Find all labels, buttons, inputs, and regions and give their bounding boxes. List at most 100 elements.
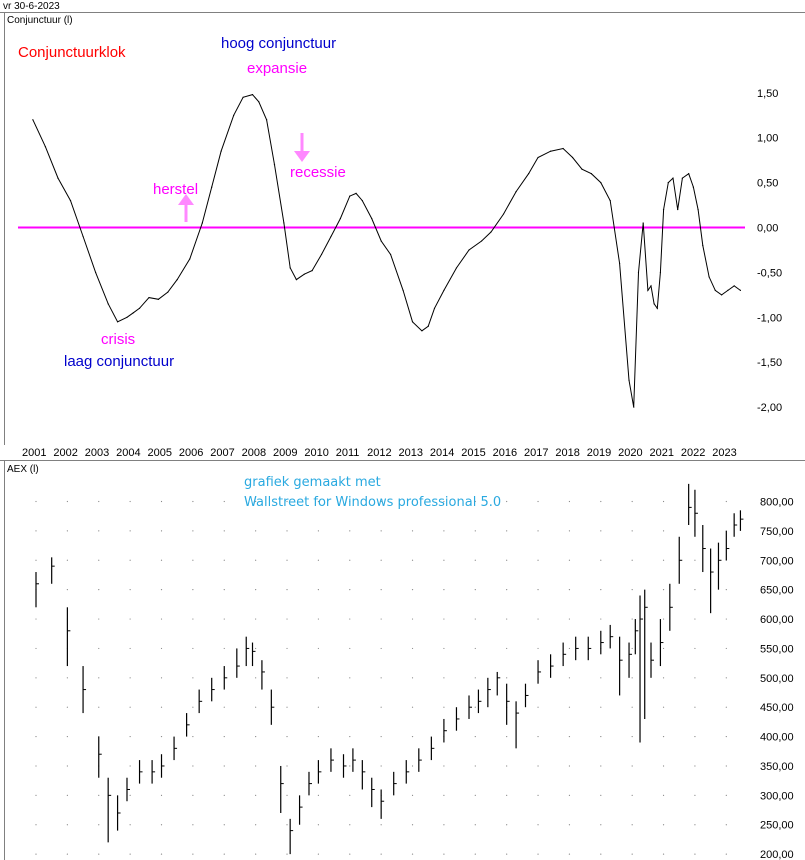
recessie-label: recessie	[290, 164, 346, 181]
grid-dot	[192, 824, 194, 826]
grid-dot	[662, 530, 665, 532]
grid-dot	[600, 706, 602, 708]
grid-dot	[349, 794, 351, 796]
y-tick-label: 450,00	[760, 702, 794, 714]
grid-dot	[160, 706, 163, 708]
grid-dot	[98, 500, 100, 503]
grid-dot	[349, 589, 351, 591]
grid-dot	[662, 765, 665, 767]
grid-dot	[725, 618, 727, 620]
grid-dot	[286, 559, 288, 561]
conjunctuur-point	[266, 119, 268, 121]
grid-dot	[317, 853, 319, 855]
grid-dot	[192, 765, 194, 767]
grid-dot	[631, 677, 633, 679]
grid-dot	[160, 735, 163, 738]
grid-dot	[192, 677, 194, 679]
grid-dot	[631, 824, 633, 826]
grid-dot	[317, 647, 319, 650]
grid-dot	[317, 824, 319, 826]
grid-dot	[160, 618, 163, 620]
grid-dot	[98, 559, 100, 561]
conjunctuur-point	[571, 156, 574, 159]
grid-dot	[600, 500, 602, 503]
grid-dot	[255, 559, 257, 561]
conjunctuur-series-points	[32, 94, 742, 408]
grid-dot	[443, 706, 445, 708]
grid-dot	[349, 824, 351, 826]
grid-dot	[317, 500, 319, 503]
grid-dot	[35, 618, 37, 620]
grid-dot	[66, 853, 68, 855]
grid-dot	[631, 765, 633, 767]
aex-panel-title: AEX (l)	[7, 464, 39, 475]
grid-dot	[537, 824, 539, 826]
grid-dot	[725, 706, 727, 708]
grid-dot	[160, 677, 163, 679]
grid-dot	[35, 677, 37, 679]
grid-dot	[286, 824, 288, 826]
conjunctuur-point	[242, 96, 244, 98]
grid-dot	[662, 559, 665, 561]
grid-dot	[694, 735, 696, 738]
grid-dot	[223, 765, 225, 767]
grid-dot	[411, 824, 414, 826]
y-tick-label: 750,00	[760, 526, 794, 538]
x-tick-label: 2007	[210, 447, 234, 459]
conjunctuur-point	[619, 262, 621, 265]
grid-dot	[35, 794, 37, 796]
grid-dot	[66, 824, 68, 826]
conjunctuur-point	[502, 213, 505, 215]
grid-dot	[725, 647, 727, 650]
conjunctuur-point	[590, 173, 592, 175]
grid-dot	[255, 500, 257, 503]
grid-dot	[600, 559, 602, 561]
conjunctuur-point	[339, 217, 341, 220]
grid-dot	[568, 735, 571, 738]
grid-dot	[411, 735, 414, 738]
y-tick-label: 300,00	[760, 790, 794, 802]
grid-dot	[98, 589, 100, 591]
grid-dot	[662, 735, 665, 738]
grid-dot	[223, 559, 225, 561]
grid-dot	[66, 794, 68, 796]
conjunctuur-point	[233, 114, 235, 116]
grid-dot	[129, 500, 131, 503]
grid-dot	[662, 589, 665, 591]
x-tick-label: 2018	[555, 447, 579, 459]
grid-dot	[192, 794, 194, 796]
conjunctuur-point	[480, 240, 483, 242]
grid-dot	[443, 853, 445, 855]
grid-dot	[160, 853, 163, 855]
grid-dot	[568, 530, 571, 532]
grid-dot	[317, 735, 319, 738]
grid-dot	[160, 824, 163, 826]
grid-dot	[98, 824, 100, 826]
grid-dot	[98, 706, 100, 708]
grid-dot	[568, 794, 571, 796]
grid-dot	[223, 618, 225, 620]
conjunctuur-point	[659, 271, 662, 274]
grid-dot	[255, 647, 257, 650]
grid-dot	[662, 500, 665, 503]
conjunctuur-point	[95, 271, 97, 274]
grid-dot	[286, 735, 288, 738]
grid-dot	[631, 647, 633, 650]
conjunctuur-point	[157, 298, 159, 300]
grid-dot	[662, 647, 665, 650]
grid-dot	[317, 706, 319, 708]
y-tick-label: -1,00	[757, 312, 782, 324]
grid-dot	[255, 530, 257, 532]
grid-dot	[223, 853, 225, 855]
grid-dot	[129, 530, 131, 532]
grid-dot	[443, 794, 445, 796]
grid-dot	[255, 618, 257, 620]
conjunctuur-point	[380, 240, 382, 242]
grid-dot	[98, 794, 100, 796]
conjunctuur-point	[167, 291, 169, 293]
grid-dot	[694, 618, 696, 620]
conjunctuur-point	[427, 325, 429, 327]
grid-dot	[411, 559, 414, 561]
grid-dot	[160, 647, 163, 650]
